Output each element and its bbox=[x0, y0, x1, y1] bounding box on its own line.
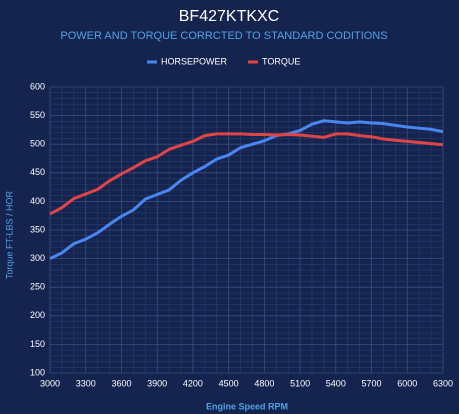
x-tick-label: 5700 bbox=[362, 378, 382, 388]
y-tick-label: 100 bbox=[30, 367, 45, 377]
x-tick-label: 4500 bbox=[219, 378, 239, 388]
x-tick-label: 5400 bbox=[326, 378, 346, 388]
x-tick-label: 4200 bbox=[183, 378, 203, 388]
x-tick-label: 3900 bbox=[147, 378, 167, 388]
y-tick-label: 600 bbox=[30, 81, 45, 91]
x-tick-label: 3300 bbox=[76, 378, 96, 388]
y-tick-label: 400 bbox=[30, 196, 45, 206]
y-tick-label: 250 bbox=[30, 282, 45, 292]
y-tick-label: 500 bbox=[30, 139, 45, 149]
y-tick-label: 450 bbox=[30, 167, 45, 177]
legend-label: TORQUE bbox=[262, 56, 300, 66]
y-tick-label: 550 bbox=[30, 110, 45, 120]
y-tick-label: 350 bbox=[30, 224, 45, 234]
x-tick-label: 6300 bbox=[433, 378, 453, 388]
y-tick-label: 200 bbox=[30, 310, 45, 320]
line bbox=[49, 119, 444, 260]
line bbox=[49, 132, 444, 216]
x-tick-label: 4800 bbox=[254, 378, 274, 388]
chart-subtitle: POWER AND TORQUE CORRCTED TO STANDARD CO… bbox=[60, 30, 387, 42]
x-tick-label: 3000 bbox=[40, 378, 60, 388]
y-axis-label: Torque FT-LBS / HOR bbox=[4, 190, 14, 279]
x-tick-label: 5100 bbox=[290, 378, 310, 388]
x-tick-label: 6000 bbox=[397, 378, 417, 388]
x-axis-label: Engine Speed RPM bbox=[206, 401, 288, 411]
y-tick-label: 150 bbox=[30, 339, 45, 349]
x-tick-label: 3600 bbox=[111, 378, 131, 388]
chart-title: BF427KTKXC bbox=[179, 8, 279, 25]
y-tick-label: 300 bbox=[30, 253, 45, 263]
legend-label: HORSEPOWER bbox=[161, 56, 228, 66]
